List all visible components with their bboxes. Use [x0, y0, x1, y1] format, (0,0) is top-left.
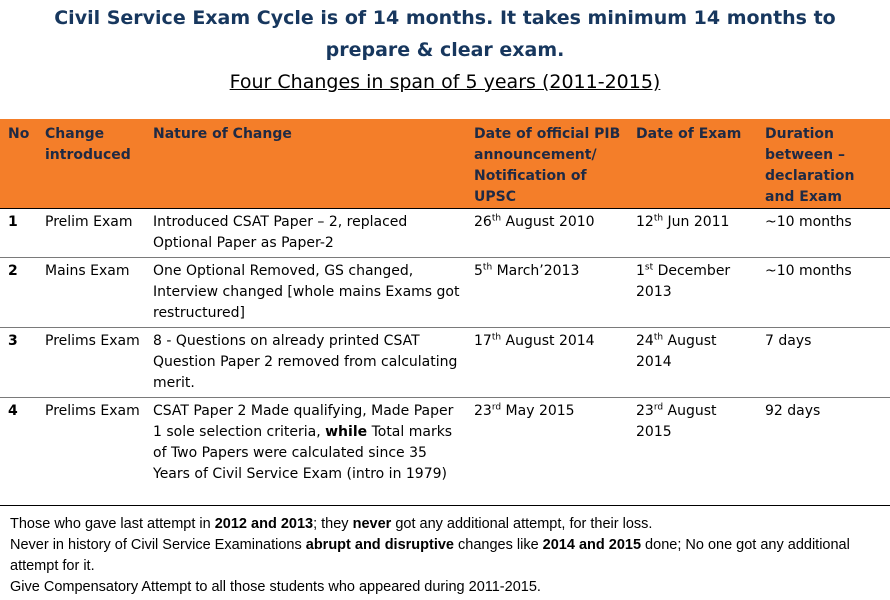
row-change: Prelims Exam	[37, 397, 145, 506]
row-nature: 8 - Questions on already printed CSAT Qu…	[145, 327, 466, 398]
row-pib-date: 26th August 2010	[466, 208, 628, 258]
row-duration: ~10 months	[757, 257, 890, 328]
row-pib-date: 23rd May 2015	[466, 397, 628, 506]
footer-note-3: Give Compensatory Attempt to all those s…	[10, 579, 541, 595]
row-exam-date: 24th August 2014	[628, 327, 757, 398]
heading-subtitle: Four Changes in span of 5 years (2011-20…	[229, 71, 661, 93]
changes-table: No Change introduced Nature of Change Da…	[0, 119, 890, 506]
header-change: Change introduced	[45, 126, 131, 163]
header-nature: Nature of Change	[153, 126, 292, 142]
footer-note-2: Never in history of Civil Service Examin…	[10, 537, 850, 574]
row-no: 1	[0, 208, 37, 258]
row-duration: 7 days	[757, 327, 890, 398]
header-exam-date: Date of Exam	[636, 126, 742, 142]
row-exam-date: 12th Jun 2011	[628, 208, 757, 258]
row-pib-date: 5th March’2013	[466, 257, 628, 328]
header-duration: Duration between – declaration and Exam	[765, 126, 855, 205]
row-nature: CSAT Paper 2 Made qualifying, Made Paper…	[145, 397, 466, 506]
row-exam-date: 1st December 2013	[628, 257, 757, 328]
table-row: 1 Prelim Exam Introduced CSAT Paper – 2,…	[0, 208, 890, 258]
row-no: 3	[0, 327, 37, 398]
row-duration: 92 days	[757, 397, 890, 506]
table-row: 2 Mains Exam One Optional Removed, GS ch…	[0, 257, 890, 328]
heading-line-1: Civil Service Exam Cycle is of 14 months…	[54, 7, 836, 29]
row-exam-date: 23rd August 2015	[628, 397, 757, 506]
header-no: No	[8, 126, 30, 142]
table-header-row: No Change introduced Nature of Change Da…	[0, 119, 890, 209]
row-change: Mains Exam	[37, 257, 145, 328]
row-nature: One Optional Removed, GS changed, Interv…	[145, 257, 466, 328]
row-nature: Introduced CSAT Paper – 2, replaced Opti…	[145, 208, 466, 258]
row-duration: ~10 months	[757, 208, 890, 258]
footer-note-1: Those who gave last attempt in 2012 and …	[10, 516, 653, 532]
footer-notes: Those who gave last attempt in 2012 and …	[10, 514, 880, 598]
header-pib-date: Date of official PIB announcement/ Notif…	[474, 126, 621, 205]
row-no: 4	[0, 397, 37, 506]
row-no: 2	[0, 257, 37, 328]
table-row: 4 Prelims Exam CSAT Paper 2 Made qualify…	[0, 397, 890, 506]
row-change: Prelims Exam	[37, 327, 145, 398]
table-row: 3 Prelims Exam 8 - Questions on already …	[0, 327, 890, 398]
row-pib-date: 17th August 2014	[466, 327, 628, 398]
row-change: Prelim Exam	[37, 208, 145, 258]
heading: Civil Service Exam Cycle is of 14 months…	[0, 0, 890, 98]
heading-line-2: prepare & clear exam.	[325, 39, 565, 61]
